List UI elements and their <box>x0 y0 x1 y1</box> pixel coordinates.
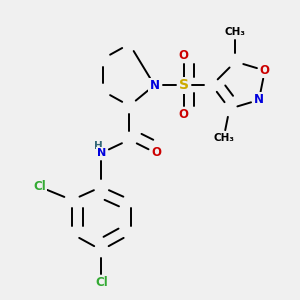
Text: N: N <box>97 148 106 158</box>
Text: N: N <box>254 93 264 106</box>
Text: Cl: Cl <box>33 180 46 193</box>
Text: Cl: Cl <box>95 276 108 289</box>
Text: O: O <box>260 64 270 77</box>
Text: S: S <box>179 78 189 92</box>
Text: O: O <box>179 49 189 62</box>
Text: CH₃: CH₃ <box>213 133 234 143</box>
Text: O: O <box>151 146 161 159</box>
Text: CH₃: CH₃ <box>225 27 246 37</box>
Text: H: H <box>94 141 103 151</box>
Text: N: N <box>149 79 159 92</box>
Text: O: O <box>179 108 189 121</box>
